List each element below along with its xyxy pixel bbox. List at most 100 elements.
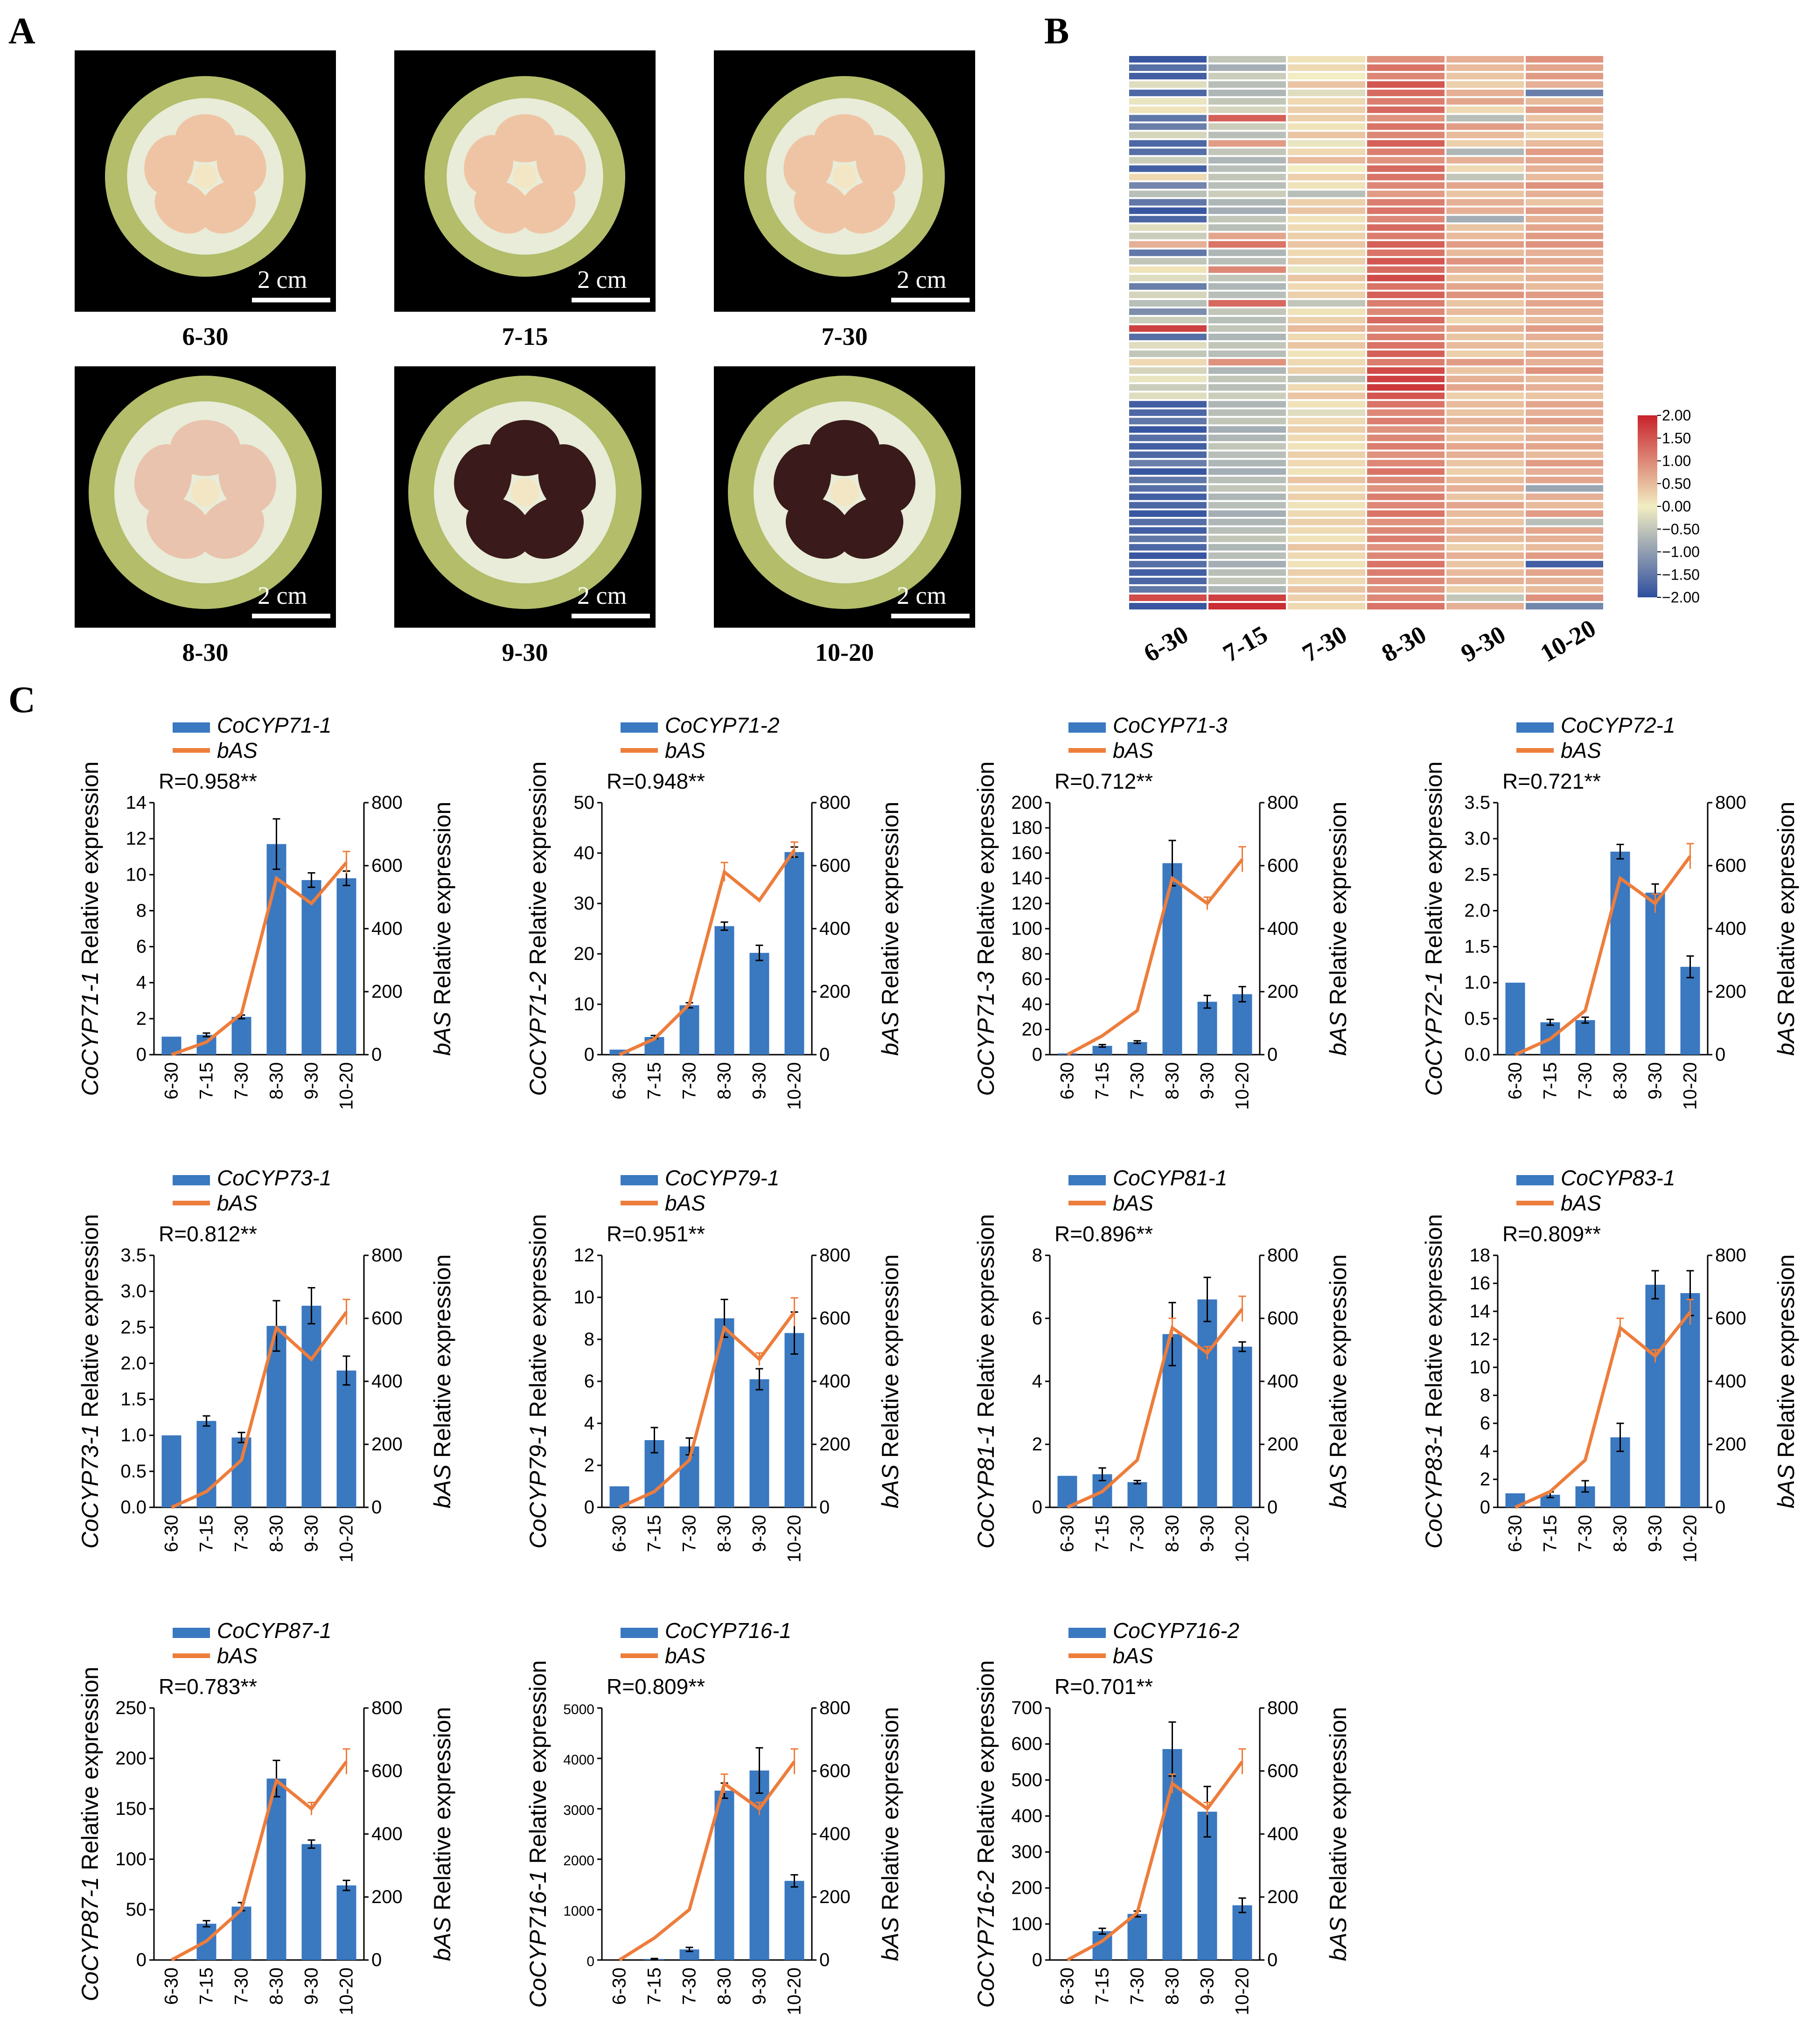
legend-bar-label: CoCYP73-1 xyxy=(217,1166,331,1190)
expression-heatmap: 6-30 7-15 7-30 8-30 9-30 10-20 2.00 1.50 1.00 0.5… xyxy=(1129,56,1700,667)
heatmap-cell xyxy=(1129,485,1207,492)
heatmap-cell xyxy=(1526,443,1603,450)
colorbar-tick-label: −1.50 xyxy=(1662,566,1700,583)
correlation-label: R=0.809** xyxy=(1502,1222,1601,1246)
heatmap-cell xyxy=(1288,443,1365,450)
heatmap-cell xyxy=(1129,586,1207,593)
heatmap-cell xyxy=(1446,502,1524,509)
legend-bar-swatch xyxy=(621,1628,658,1638)
y2-tick-label: 400 xyxy=(819,918,851,939)
heatmap-cell xyxy=(1288,190,1365,197)
heatmap-cell xyxy=(1208,460,1286,467)
heatmap-cell xyxy=(1367,342,1445,349)
heatmap-cell xyxy=(1526,224,1603,231)
heatmap-cell xyxy=(1446,401,1524,408)
correlation-label: R=0.812** xyxy=(159,1222,257,1246)
heatmap-cell xyxy=(1208,241,1286,248)
bas-line xyxy=(1066,858,1244,1057)
heatmap-cell xyxy=(1446,300,1524,307)
heatmap-cell xyxy=(1526,560,1603,567)
y2-axis-title: bAS Relative expression xyxy=(1325,802,1351,1056)
y2-tick-label: 600 xyxy=(819,1308,851,1329)
heatmap-cell xyxy=(1526,577,1603,584)
y1-tick-label: 6 xyxy=(136,937,147,957)
heatmap-cell xyxy=(1367,594,1445,601)
heatmap-cell xyxy=(1526,249,1603,256)
bas-line xyxy=(1515,1311,1692,1509)
colorbar xyxy=(1638,415,1657,597)
y2-tick-label: 600 xyxy=(819,1761,851,1781)
heatmap-cell xyxy=(1129,64,1207,71)
fruit-photo: 2 cm xyxy=(714,366,975,628)
y2-axis-title: bAS Relative expression xyxy=(877,802,903,1056)
heatmap-cell xyxy=(1526,132,1603,139)
y1-tick-label: 4 xyxy=(1032,1371,1042,1392)
scale-label: 2 cm xyxy=(577,266,627,294)
y1-tick-label: 3.0 xyxy=(120,1281,147,1302)
y1-tick-label: 3.5 xyxy=(120,1245,147,1266)
heatmap-cell xyxy=(1208,274,1286,281)
heatmap-cell xyxy=(1208,300,1286,307)
heatmap-cell xyxy=(1526,350,1603,357)
heatmap-cell xyxy=(1446,350,1524,357)
heatmap-cell xyxy=(1288,586,1365,593)
seed xyxy=(216,135,266,195)
heatmap-cell xyxy=(1208,207,1286,214)
y2-tick-label: 400 xyxy=(371,1371,403,1392)
heatmap-cell xyxy=(1446,334,1524,341)
bar xyxy=(1162,863,1182,1055)
x-tick-label: 7-15 xyxy=(1540,1515,1561,1552)
heatmap-cell xyxy=(1367,518,1445,525)
heatmap-cell xyxy=(1446,190,1524,197)
heatmap-cell xyxy=(1367,106,1445,113)
y2-tick-label: 400 xyxy=(1267,1371,1298,1392)
heatmap-cell xyxy=(1367,165,1445,172)
x-tick-label: 7-15 xyxy=(1092,1515,1113,1552)
heatmap-cell xyxy=(1129,376,1207,383)
y2-tick-label: 0 xyxy=(819,1044,830,1065)
heatmap-cell xyxy=(1526,325,1603,332)
heatmap-cell xyxy=(1288,73,1365,80)
y1-tick-label: 30 xyxy=(574,893,595,914)
y1-tick-label: 4 xyxy=(1480,1441,1490,1462)
y2-tick-label: 200 xyxy=(819,1887,851,1907)
heatmap-cell xyxy=(1526,258,1603,265)
x-tick-label: 7-15 xyxy=(196,1062,217,1099)
panel-label-a: A xyxy=(8,11,35,52)
colorbar-tick-label: 2.00 xyxy=(1662,407,1691,424)
heatmap-cell xyxy=(1526,98,1603,105)
y1-tick-label: 100 xyxy=(1011,1914,1042,1934)
heatmap-cell xyxy=(1208,602,1286,609)
heatmap-cell xyxy=(1446,527,1524,534)
x-tick-label: 6-30 xyxy=(1057,1515,1078,1552)
y1-tick-label: 0.0 xyxy=(1464,1044,1490,1065)
y1-tick-label: 6 xyxy=(1480,1413,1490,1434)
x-tick-label: 6-30 xyxy=(1057,1062,1078,1099)
heatmap-cell xyxy=(1446,224,1524,231)
heatmap-cell xyxy=(1208,81,1286,88)
seed xyxy=(464,135,514,195)
bar xyxy=(1197,1001,1217,1055)
heatmap-cell xyxy=(1367,291,1445,298)
heatmap-cell xyxy=(1288,460,1365,467)
legend-bar-swatch xyxy=(173,1628,210,1638)
x-tick-label: 10-20 xyxy=(1232,1967,1253,2015)
y1-tick-label: 0 xyxy=(136,1044,147,1065)
y1-tick-label: 10 xyxy=(574,994,595,1015)
heatmap-column-label: 7-30 xyxy=(1298,620,1352,667)
heatmap-cell xyxy=(1526,569,1603,576)
heatmap-cell xyxy=(1208,544,1286,551)
heatmap-cell xyxy=(1367,115,1445,122)
heatmap-cell xyxy=(1208,266,1286,273)
heatmap-cell xyxy=(1526,485,1603,492)
bar xyxy=(1680,1293,1700,1507)
heatmap-cell xyxy=(1526,283,1603,290)
heatmap-cell xyxy=(1526,535,1603,542)
heatmap-cell xyxy=(1526,401,1603,408)
heatmap-cell xyxy=(1129,249,1207,256)
heatmap-cell xyxy=(1288,359,1365,366)
y2-tick-label: 200 xyxy=(371,981,403,1002)
